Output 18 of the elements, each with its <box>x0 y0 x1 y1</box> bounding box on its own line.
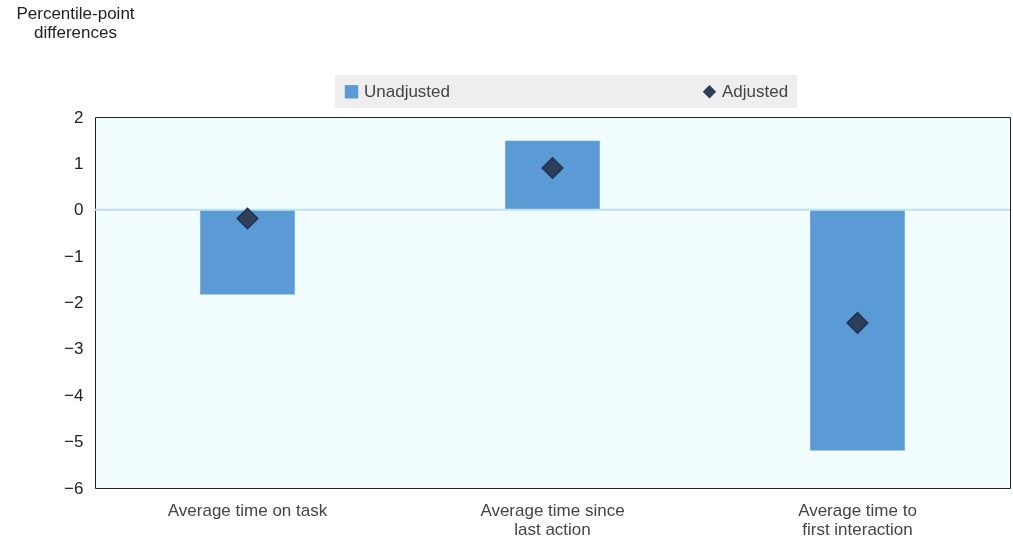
y-tick-label: −6 <box>64 478 84 498</box>
x-tick-label: Average time to first interaction <box>798 500 917 539</box>
y-tick-label: −3 <box>64 339 84 359</box>
y-tick-label: −4 <box>64 385 84 405</box>
y-tick-label: 2 <box>74 107 84 127</box>
point <box>541 157 564 180</box>
x-tick-label: Average time on task <box>167 500 328 520</box>
legend-label: Unadjusted <box>364 81 451 101</box>
y-tick-label: −2 <box>64 293 84 312</box>
y-axis-title: Percentile-point differences <box>16 3 135 42</box>
point <box>846 311 869 334</box>
point <box>236 207 259 230</box>
y-tick-label: 1 <box>74 153 84 173</box>
y-tick-label: 0 <box>74 200 84 220</box>
x-tick-label: Average time since last action <box>480 500 625 539</box>
y-tick-label: −5 <box>64 432 84 452</box>
legend-label: Adjusted <box>722 81 789 101</box>
y-tick-label: −1 <box>64 246 84 266</box>
